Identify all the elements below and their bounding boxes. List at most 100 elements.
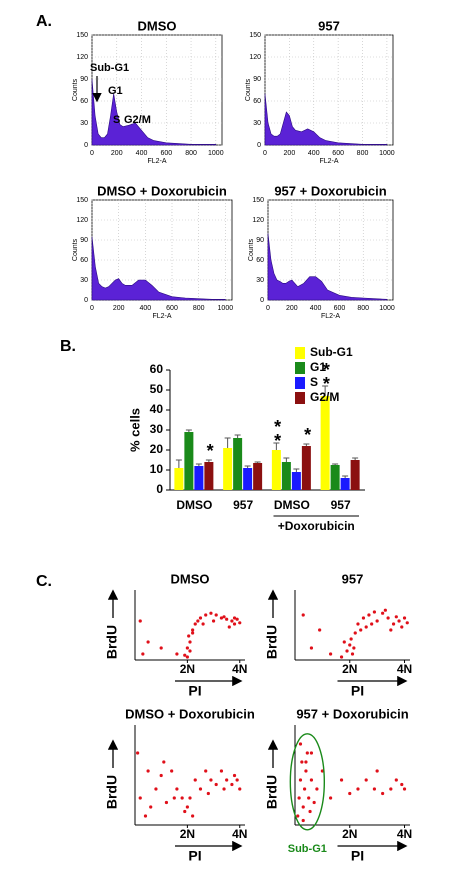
point xyxy=(159,773,163,778)
y-tick-label: 150 xyxy=(76,197,88,204)
point xyxy=(353,631,357,635)
point xyxy=(359,628,363,632)
y-tick-label: 0 xyxy=(156,482,163,496)
error-bar xyxy=(332,463,339,465)
point xyxy=(175,787,179,791)
panel-label: A. xyxy=(36,13,52,30)
legend-label: G1 xyxy=(310,360,326,374)
x-tick-label: 0 xyxy=(90,305,94,312)
point xyxy=(356,787,360,791)
point xyxy=(225,778,229,782)
point xyxy=(391,622,396,626)
point xyxy=(300,760,304,764)
x-tick-label: 957 xyxy=(233,498,253,512)
x-tick-label: DMSO xyxy=(176,498,212,512)
point xyxy=(230,782,234,787)
point xyxy=(146,769,150,773)
point xyxy=(297,796,301,800)
point xyxy=(214,613,218,617)
error-bar xyxy=(303,443,310,446)
point xyxy=(187,634,191,638)
point xyxy=(159,646,163,650)
annotation: Sub-G1 xyxy=(288,843,327,855)
point xyxy=(211,619,216,623)
y-tick-label: 50 xyxy=(150,382,164,396)
legend-swatch xyxy=(295,392,305,404)
bar xyxy=(194,466,204,490)
histogram-area xyxy=(267,233,388,301)
x-tick-label: 600 xyxy=(160,150,172,157)
point xyxy=(381,611,385,615)
point xyxy=(222,787,226,791)
y-tick-label: 0 xyxy=(84,142,88,149)
error-bar xyxy=(254,461,261,463)
bar xyxy=(223,448,233,490)
significance: ** xyxy=(268,417,288,445)
point xyxy=(315,787,319,791)
point xyxy=(383,608,387,612)
point xyxy=(141,652,145,656)
legend-swatch xyxy=(295,362,305,374)
error-bar xyxy=(175,459,182,468)
histogram-area xyxy=(91,236,226,301)
y-tick-label: 90 xyxy=(80,237,88,244)
point xyxy=(301,818,305,823)
point xyxy=(191,628,195,632)
point xyxy=(309,751,314,755)
subg1-gate xyxy=(289,733,326,831)
x-tick-label: 200 xyxy=(284,150,296,157)
legend-label: S xyxy=(310,375,318,389)
point xyxy=(400,625,404,629)
y-tick-label: 20 xyxy=(150,442,164,456)
y-axis-label: BrdU xyxy=(264,625,280,659)
bar xyxy=(281,462,291,490)
point xyxy=(175,652,179,656)
point xyxy=(154,787,158,791)
histogram-area xyxy=(91,78,217,146)
y-axis-label: % cells xyxy=(127,408,142,452)
point xyxy=(238,621,242,625)
point xyxy=(402,616,407,620)
chart-title: DMSO xyxy=(171,571,210,586)
y-tick-label: 30 xyxy=(256,277,264,284)
y-tick-label: 150 xyxy=(252,197,264,204)
point xyxy=(352,646,356,650)
point xyxy=(375,619,379,623)
x-tick-label: 4N xyxy=(232,662,247,676)
error-bar xyxy=(322,385,329,396)
point xyxy=(209,778,213,782)
point xyxy=(230,619,234,623)
significance: ** xyxy=(316,360,336,388)
error-bar xyxy=(342,475,349,478)
x-tick-label: 600 xyxy=(166,305,178,312)
bar xyxy=(253,463,263,490)
point xyxy=(232,616,237,620)
point xyxy=(209,611,213,615)
point xyxy=(191,631,195,635)
chart-title: DMSO + Doxorubicin xyxy=(125,706,255,721)
x-tick-label: 4N xyxy=(397,662,412,676)
bar xyxy=(340,478,350,490)
point xyxy=(301,613,305,617)
point xyxy=(309,646,314,650)
point xyxy=(193,778,197,782)
point xyxy=(219,769,224,773)
y-tick-label: 60 xyxy=(253,98,261,105)
y-tick-label: 30 xyxy=(150,422,164,436)
y-tick-label: 90 xyxy=(253,76,261,83)
point xyxy=(349,637,353,641)
y-tick-label: 0 xyxy=(260,297,264,304)
y-tick-label: 0 xyxy=(84,297,88,304)
bar xyxy=(291,472,301,490)
point xyxy=(345,649,349,653)
x-axis-label: PI xyxy=(188,683,201,699)
chart-title: 957 + Doxorubicin xyxy=(274,183,386,198)
point xyxy=(397,619,401,623)
point xyxy=(191,814,195,818)
x-axis-label: PI xyxy=(351,683,364,699)
point xyxy=(328,652,333,656)
chart-title: 957 xyxy=(342,571,364,586)
x-tick-label: 400 xyxy=(139,305,151,312)
x-tick-label: 0 xyxy=(90,150,94,157)
point xyxy=(342,640,346,644)
